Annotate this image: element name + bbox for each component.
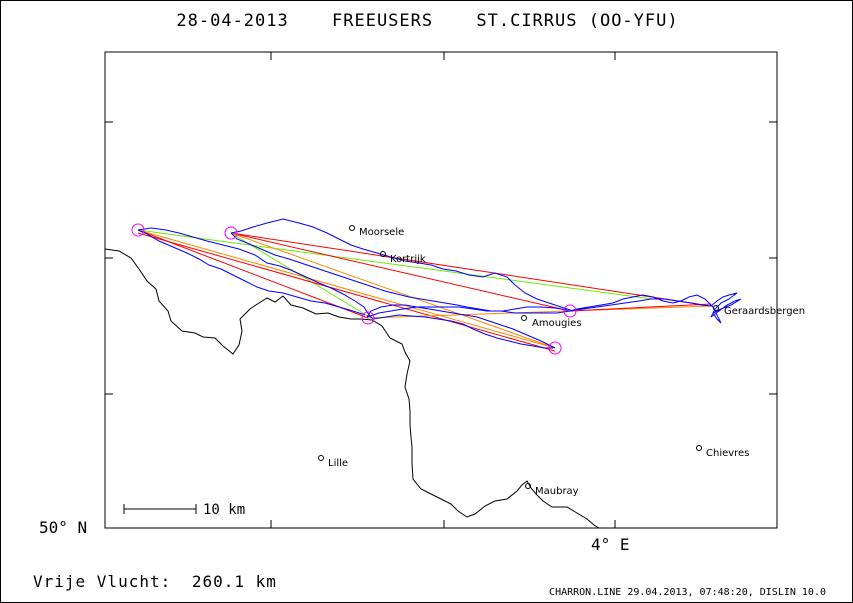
- city-markers: [318, 225, 719, 489]
- turnpoint-4: [563, 304, 577, 318]
- turnpoint-3: [361, 311, 375, 325]
- flight-date: 28-04-2013: [176, 11, 289, 31]
- city-marker-amougies: [521, 315, 527, 321]
- city-label-chievres: Chievres: [706, 448, 749, 459]
- distance-summary: Vrije Vlucht: 260.1 km: [33, 572, 277, 591]
- city-label-geraardsbergen: Geraardsbergen: [724, 306, 805, 317]
- city-label-kortrijk: Kortrijk: [390, 254, 426, 265]
- glider-name: ST.CIRRUS (OO-YFU): [476, 11, 679, 31]
- scale-label: 10 km: [203, 502, 245, 518]
- club-name: FREEUSERS: [332, 11, 434, 31]
- scale-bar: [123, 504, 197, 514]
- latitude-label: 50° N: [39, 518, 88, 537]
- turnpoint-2: [224, 226, 238, 240]
- axis-ticks: [105, 52, 777, 528]
- city-marker-kortrijk: [380, 251, 386, 257]
- city-label-amougies: Amougies: [532, 318, 582, 329]
- city-marker-geraardsbergen: [713, 305, 719, 311]
- turnpoints: [131, 223, 577, 355]
- declared-legs: [137, 229, 653, 319]
- city-marker-maubray: [525, 483, 531, 489]
- city-marker-moorsele: [349, 225, 355, 231]
- city-label-lille: Lille: [328, 458, 348, 469]
- city-marker-lille: [318, 455, 324, 461]
- gps-track: [137, 218, 742, 349]
- distance-value: 260.1 km: [191, 572, 277, 591]
- longitude-label: 4° E: [591, 535, 630, 554]
- plot-frame: [104, 51, 778, 529]
- turnpoint-5: [548, 341, 562, 355]
- city-marker-chievres: [696, 445, 702, 451]
- country-border: [104, 248, 600, 529]
- distance-label: Vrije Vlucht:: [33, 572, 172, 591]
- city-label-maubray: Maubray: [535, 486, 579, 497]
- flight-title: 28-04-2013 FREEUSERS ST.CIRRUS (OO-YFU): [1, 11, 853, 31]
- city-label-moorsele: Moorsele: [359, 227, 404, 238]
- turnpoint-1: [131, 223, 145, 237]
- task-legs: [137, 229, 712, 352]
- credit-line: CHARRON.LINE 29.04.2013, 07:48:20, DISLI…: [549, 587, 826, 598]
